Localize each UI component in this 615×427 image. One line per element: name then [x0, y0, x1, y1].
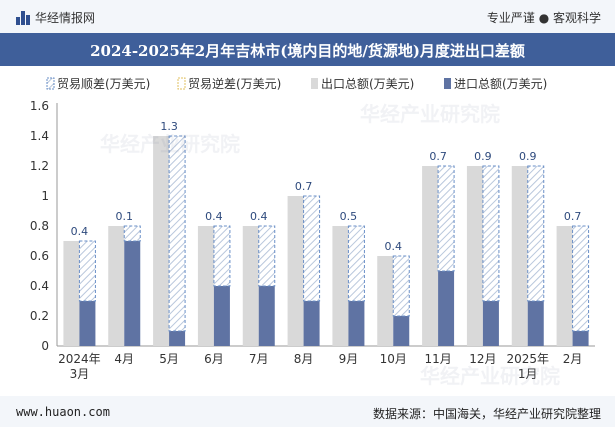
surplus-bar [123, 225, 141, 242]
data-label: 0.4 [385, 240, 403, 253]
surplus-bar [437, 165, 455, 272]
export-bar [287, 196, 304, 346]
surplus-bar [168, 135, 186, 332]
surplus-bar [213, 225, 231, 287]
y-tick-label: 1.2 [30, 159, 49, 173]
export-bar [332, 226, 349, 346]
x-tick-label: 2025年 [506, 352, 549, 366]
import-bar [572, 331, 589, 346]
x-tick-label: 6月 [204, 352, 224, 366]
data-label: 0.4 [250, 210, 268, 223]
title-bar: 2024-2025年2月年吉林市(境内目的地/货源地)月度进出口差额 [0, 33, 615, 66]
x-tick-label: 7月 [249, 352, 269, 366]
surplus-bar [527, 165, 545, 302]
y-tick-label: 0.6 [30, 249, 49, 263]
import-bar [393, 316, 410, 346]
surplus-bar [258, 225, 276, 287]
import-bar [258, 286, 275, 346]
data-label: 0.7 [429, 150, 447, 163]
data-label: 0.5 [340, 210, 358, 223]
export-bar [108, 226, 125, 346]
legend-swatch-import [444, 78, 451, 89]
x-tick-label: 11月 [424, 352, 451, 366]
website-link[interactable]: www.huaon.com [16, 405, 110, 419]
legend-label: 进口总额(万美元) [454, 77, 547, 91]
export-bar [63, 241, 80, 346]
data-label: 0.4 [71, 225, 89, 238]
x-tick-label: 1月 [518, 367, 538, 381]
surplus-bar [392, 255, 410, 317]
y-tick-label: 0.2 [30, 309, 49, 323]
x-tick-label: 4月 [114, 352, 134, 366]
y-tick-label: 0.4 [30, 279, 49, 293]
footer-bar: www.huaon.com 数据来源：中国海关，华经产业研究院整理 [0, 396, 615, 427]
legend-swatch-surplus [46, 77, 55, 90]
data-label: 0.9 [474, 150, 492, 163]
logo: 华经情报网 [16, 9, 95, 26]
logo-text: 华经情报网 [35, 11, 96, 25]
x-tick-label: 9月 [339, 352, 359, 366]
export-bar [422, 166, 439, 346]
legend-label: 贸易顺差(万美元) [57, 77, 150, 91]
y-tick-label: 0.8 [30, 219, 49, 233]
y-tick-label: 0 [41, 339, 49, 353]
logo-bars-icon [16, 10, 30, 25]
x-tick-label: 2月 [563, 352, 583, 366]
y-tick-label: 1 [41, 189, 49, 203]
export-bar [242, 226, 259, 346]
export-bar [511, 166, 528, 346]
export-bar [466, 166, 483, 346]
chart-area: 贸易顺差(万美元) 贸易逆差(万美元) 出口总额(万美元) 进口总额(万美元) 0 0.2… [30, 76, 595, 381]
x-tick-label: 2024年 [58, 352, 101, 366]
data-label: 0.4 [205, 210, 223, 223]
surplus-bar [78, 240, 96, 302]
export-bar [197, 226, 214, 346]
x-tick-label: 8月 [294, 352, 314, 366]
surplus-bar [347, 225, 365, 302]
chart-title: 2024-2025年2月年吉林市(境内目的地/货源地)月度进出口差额 [90, 42, 525, 60]
data-source: 数据来源：中国海关，华经产业研究院整理 [372, 407, 601, 421]
legend-label: 贸易逆差(万美元) [188, 76, 281, 91]
surplus-bar [572, 225, 590, 332]
x-tick-label: 3月 [70, 367, 90, 381]
export-bar [377, 256, 394, 346]
import-bar [124, 241, 141, 346]
legend-swatch-export [311, 78, 318, 89]
data-label: 0.1 [116, 210, 134, 223]
y-tick-label: 1.6 [30, 99, 49, 113]
import-bar [213, 286, 230, 346]
data-label: 0.7 [564, 210, 582, 223]
legend-label: 出口总额(万美元) [321, 77, 414, 91]
x-tick-label: 10月 [380, 352, 407, 366]
surplus-bar [303, 195, 321, 302]
data-label: 0.9 [519, 150, 537, 163]
legend-swatch-deficit [177, 77, 186, 90]
export-bar [153, 136, 170, 346]
import-bar [303, 301, 320, 346]
import-bar [438, 271, 455, 346]
data-label: 0.7 [295, 180, 313, 193]
import-bar [348, 301, 365, 346]
import-bar [79, 301, 96, 346]
x-tick-label: 12月 [469, 352, 496, 366]
export-bar [556, 226, 573, 346]
tagline: 专业严谨 ● 客观科学 [486, 11, 601, 25]
surplus-bar [482, 165, 500, 302]
import-bar [527, 301, 544, 346]
import-bar [482, 301, 499, 346]
import-bar [169, 331, 186, 346]
data-label: 1.3 [160, 120, 178, 133]
x-tick-label: 5月 [159, 352, 179, 366]
header-bar: 华经情报网 专业严谨 ● 客观科学 [0, 0, 615, 33]
y-tick-label: 1.4 [30, 129, 49, 143]
